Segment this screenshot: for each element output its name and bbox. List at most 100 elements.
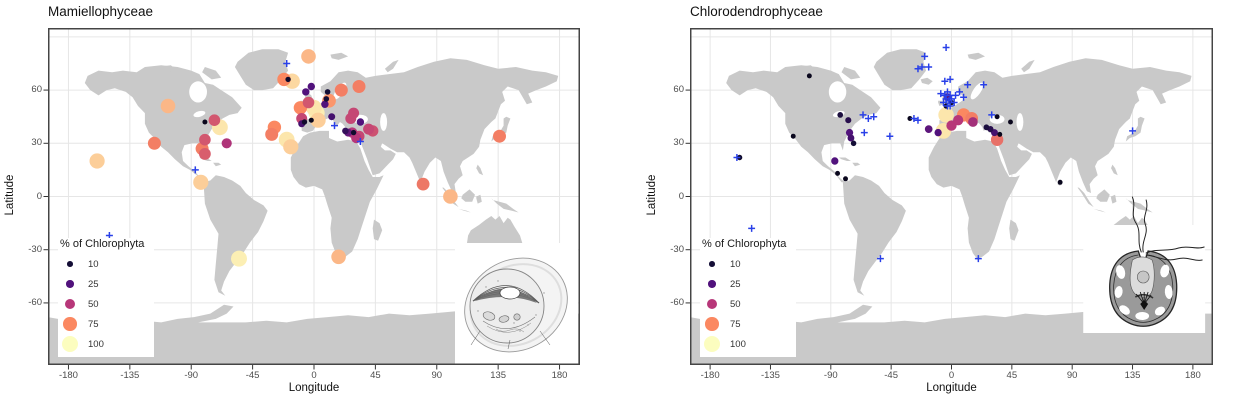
bubble-point xyxy=(934,128,942,137)
legend-title: % of Chlorophyta xyxy=(60,238,145,250)
legend-key xyxy=(702,280,722,288)
legend-dot xyxy=(63,317,77,331)
bubble-point xyxy=(493,129,506,143)
y-tick-label: 0 xyxy=(36,190,42,202)
landmass xyxy=(476,194,482,204)
panel-border xyxy=(48,28,580,365)
panel-chlorodendrophyceae: Chlorodendrophyceae Latitude -180 -135 -90… xyxy=(628,0,1256,413)
landmass xyxy=(290,130,384,259)
bubble-point xyxy=(328,113,336,121)
y-tick-label: 30 xyxy=(673,137,684,149)
legend-value-label: 50 xyxy=(730,298,741,310)
landmass xyxy=(1021,59,1035,73)
presence-cross xyxy=(942,44,950,51)
legend: % of Chlorophyta 10 25 50 75 100 xyxy=(700,238,797,357)
presence-cross xyxy=(876,255,884,263)
legend-row: 50 xyxy=(702,294,786,314)
bubble-point xyxy=(363,123,375,135)
presence-cross xyxy=(925,63,933,71)
bubble-point xyxy=(348,107,360,119)
bubble-point xyxy=(310,112,326,128)
presence-cross xyxy=(860,129,868,137)
legend-value-label: 100 xyxy=(88,338,104,350)
landmass xyxy=(838,157,851,161)
landmass xyxy=(234,49,289,91)
presence-cross xyxy=(914,116,922,124)
landmass xyxy=(842,175,906,296)
legend-row: 100 xyxy=(702,334,786,354)
legend-dot xyxy=(705,317,719,331)
x-tick-label: -45 xyxy=(884,370,898,381)
legend-value-label: 50 xyxy=(88,298,99,310)
bubble-point xyxy=(352,80,366,93)
bubble-point xyxy=(938,107,954,123)
presence-cross xyxy=(946,75,954,83)
legend-dot xyxy=(703,335,721,353)
inland-sea xyxy=(193,110,206,118)
x-axis-title: Longitude xyxy=(926,382,977,394)
x-tick-label: -45 xyxy=(245,370,260,381)
presence-cross xyxy=(105,232,113,239)
x-axis-title: Longitude xyxy=(288,382,340,394)
legend-dot xyxy=(64,298,76,310)
landmass xyxy=(384,59,399,73)
landmass xyxy=(476,164,484,176)
landmass xyxy=(301,58,559,194)
y-tick-label: -30 xyxy=(670,243,684,255)
y-tick-label: 60 xyxy=(31,84,42,96)
y-tick-label: 0 xyxy=(678,190,684,202)
bubble-point xyxy=(221,138,232,149)
inland-sea xyxy=(989,114,1005,124)
legend-key xyxy=(60,298,80,310)
landmass xyxy=(372,219,383,241)
bubble-point xyxy=(302,96,315,109)
landmass xyxy=(157,65,178,73)
panel-mamiellophyceae: Mamiellophyceae Latitude -180 -135 -90 -45 0… xyxy=(4,4,580,394)
landmass xyxy=(1096,189,1110,202)
landmass xyxy=(852,162,861,167)
presence-cross xyxy=(950,99,958,106)
presence-cross xyxy=(960,93,968,101)
presence-cross xyxy=(748,224,756,232)
y-tick-label: -60 xyxy=(28,296,42,308)
landmass xyxy=(491,198,519,213)
bubble-point xyxy=(301,49,316,64)
map-plot-area: -180 -135 -90 -45 0 45 90 135 180 60 30 0 -30 -60 % of… xyxy=(28,28,580,381)
bubble-point xyxy=(321,100,329,109)
x-tick-label: 180 xyxy=(551,370,568,381)
x-tick-label: 45 xyxy=(1006,370,1018,381)
presence-cross xyxy=(356,138,364,145)
bubble-point xyxy=(199,133,211,146)
landmass xyxy=(841,67,861,80)
legend-value-label: 10 xyxy=(88,258,99,270)
bubble-point xyxy=(193,174,209,190)
bubble-point xyxy=(302,88,310,96)
presence-cross xyxy=(941,77,949,85)
ostreococcus-cell-inset xyxy=(455,243,578,365)
inland-sea xyxy=(828,81,847,103)
legend-dot xyxy=(706,298,718,310)
legend-value-label: 75 xyxy=(730,318,741,330)
presence-cross xyxy=(864,115,872,122)
presence-cross xyxy=(952,91,959,99)
legend-dot xyxy=(708,280,716,288)
bubble-point xyxy=(147,136,161,150)
bubble-point xyxy=(907,116,913,121)
bubble-point xyxy=(356,118,365,126)
bubble-point xyxy=(997,131,1003,137)
legend-key xyxy=(702,298,722,310)
presence-cross xyxy=(733,154,741,161)
bubble-point xyxy=(160,98,176,114)
presence-cross xyxy=(1129,127,1137,135)
bubble-point xyxy=(199,148,211,160)
bubble-point xyxy=(845,128,854,137)
legend-row: 50 xyxy=(60,294,144,314)
presence-cross xyxy=(945,97,953,105)
legend-value-label: 10 xyxy=(730,258,741,270)
landmass xyxy=(48,304,580,365)
x-tick-label: 135 xyxy=(490,370,507,381)
bubble-point xyxy=(307,82,315,91)
legend: % of Chlorophyta 10 25 50 75 100 xyxy=(58,238,155,357)
presence-cross xyxy=(980,81,988,89)
